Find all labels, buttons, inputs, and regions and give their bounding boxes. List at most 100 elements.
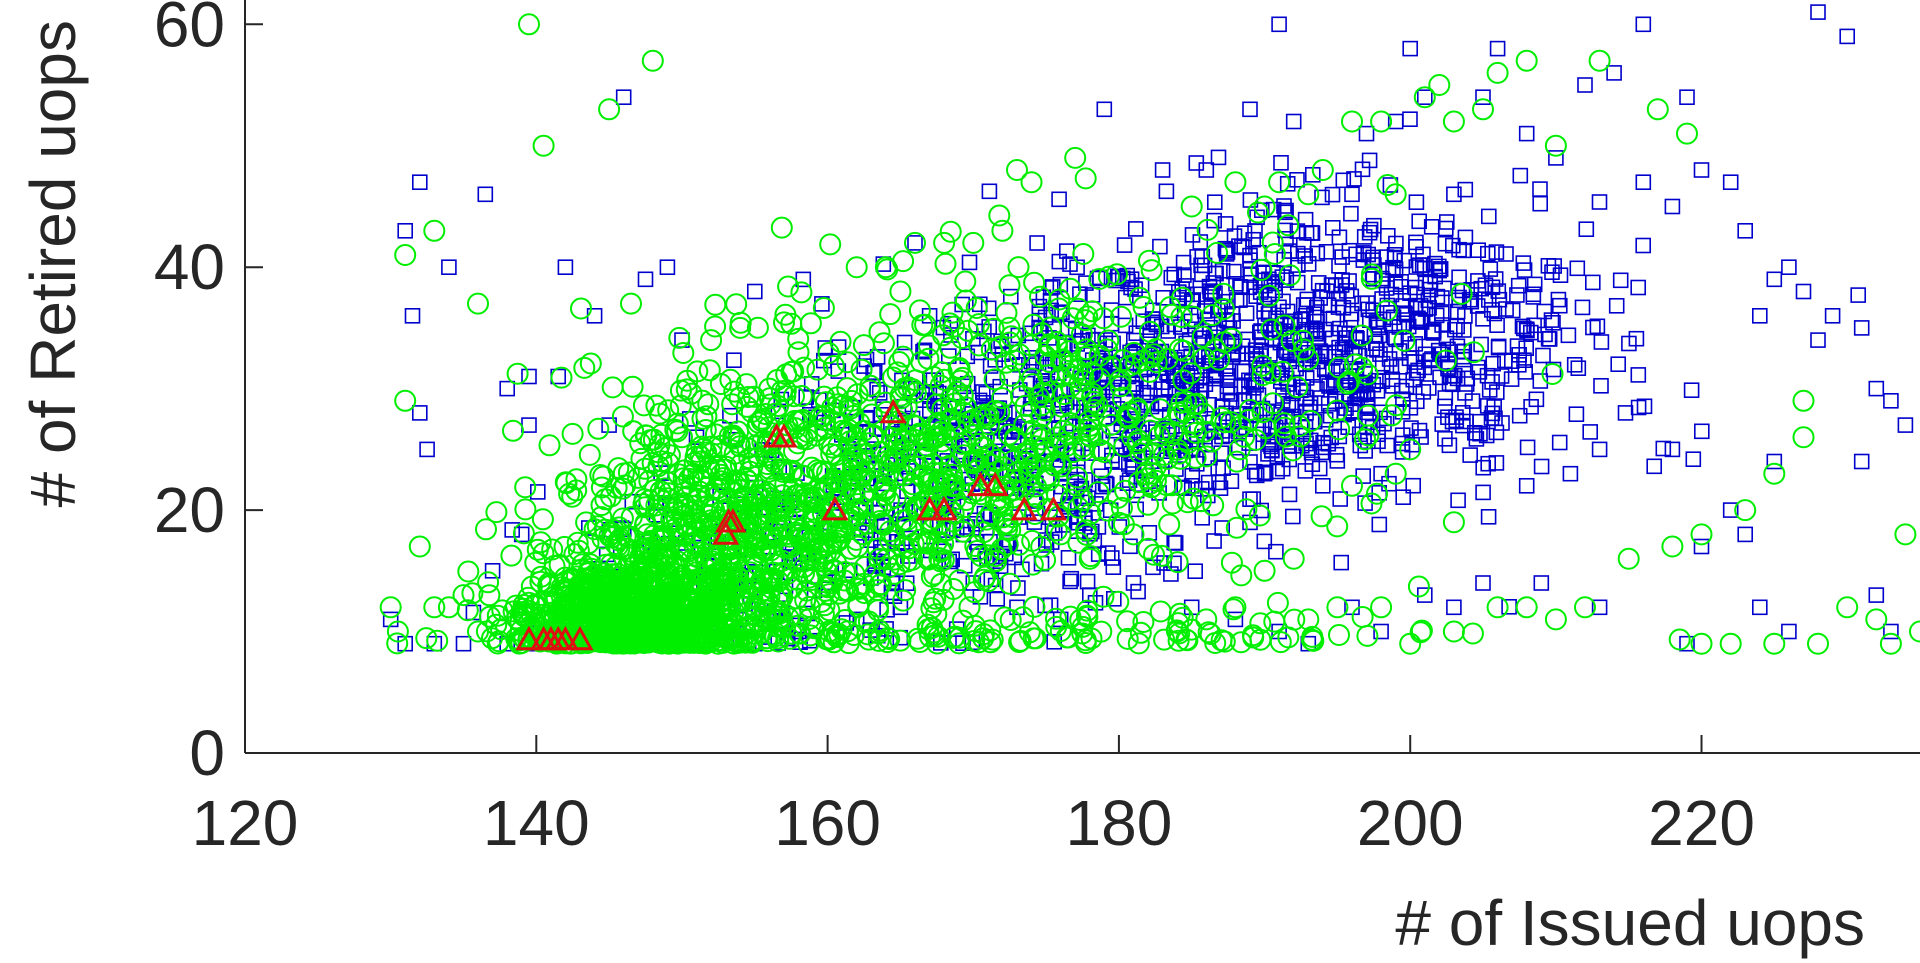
data-point-square-series-1 bbox=[1447, 321, 1463, 338]
data-point-circle-series-2 bbox=[806, 358, 829, 381]
data-point-square-series-1 bbox=[1432, 261, 1449, 277]
data-point-square-series-1 bbox=[1358, 125, 1375, 142]
data-point-square-series-1 bbox=[1853, 320, 1870, 336]
data-point-circle-series-2 bbox=[590, 494, 613, 517]
data-point-circle-series-2 bbox=[1617, 547, 1640, 570]
data-point-circle-series-2 bbox=[1053, 383, 1076, 406]
data-point-circle-series-2 bbox=[983, 368, 1006, 391]
data-point-circle-series-2 bbox=[845, 528, 868, 551]
data-point-square-series-1 bbox=[1152, 238, 1168, 255]
data-point-square-series-1 bbox=[419, 441, 435, 458]
data-point-circle-series-2 bbox=[1143, 543, 1165, 566]
data-point-square-series-1 bbox=[1518, 321, 1535, 338]
data-point-square-series-1 bbox=[1325, 364, 1341, 380]
data-point-circle-series-2 bbox=[1176, 491, 1199, 514]
data-point-circle-series-2 bbox=[671, 426, 693, 449]
data-point-square-series-1 bbox=[1226, 263, 1242, 280]
data-point-triangle-series-3 bbox=[770, 423, 798, 448]
data-point-circle-series-2 bbox=[1180, 195, 1203, 218]
data-point-circle-series-2 bbox=[1067, 531, 1090, 554]
data-point-circle-series-2 bbox=[892, 345, 915, 368]
data-point-circle-series-2 bbox=[964, 535, 987, 557]
data-point-square-series-1 bbox=[455, 635, 472, 652]
data-point-circle-series-2 bbox=[1399, 438, 1422, 461]
data-point-square-series-1 bbox=[1487, 410, 1503, 427]
data-point-circle-series-2 bbox=[612, 477, 635, 500]
data-point-square-series-1 bbox=[1481, 382, 1498, 398]
data-point-circle-series-2 bbox=[1181, 305, 1204, 328]
data-point-square-series-1 bbox=[722, 407, 738, 424]
data-point-circle-series-2 bbox=[818, 620, 841, 643]
data-point-square-series-1 bbox=[892, 599, 909, 616]
data-point-square-series-1 bbox=[981, 183, 998, 200]
data-point-square-series-1 bbox=[1488, 244, 1505, 260]
data-point-square-series-1 bbox=[1630, 279, 1646, 296]
data-point-circle-series-2 bbox=[893, 430, 916, 453]
data-point-square-series-1 bbox=[1510, 277, 1527, 294]
data-point-circle-series-2 bbox=[1055, 435, 1078, 457]
data-point-circle-series-2 bbox=[1142, 343, 1165, 366]
data-point-square-series-1 bbox=[1223, 473, 1240, 490]
data-point-square-series-1 bbox=[1693, 162, 1710, 178]
data-point-square-series-1 bbox=[1214, 399, 1230, 416]
data-point-circle-series-2 bbox=[808, 461, 831, 484]
data-point-circle-series-2 bbox=[684, 579, 707, 602]
data-point-circle-series-2 bbox=[954, 289, 977, 312]
data-point-circle-series-2 bbox=[705, 553, 728, 576]
data-point-circle-series-2 bbox=[756, 430, 779, 453]
data-point-square-series-1 bbox=[1060, 549, 1077, 566]
data-point-square-series-1 bbox=[1104, 550, 1120, 566]
data-point-circle-series-2 bbox=[1116, 610, 1139, 633]
data-point-circle-series-2 bbox=[1138, 360, 1161, 383]
data-point-circle-series-2 bbox=[967, 448, 990, 471]
data-point-circle-series-2 bbox=[1393, 329, 1416, 352]
data-point-square-series-1 bbox=[1411, 213, 1427, 230]
data-point-circle-series-2 bbox=[1384, 462, 1407, 485]
data-point-circle-series-2 bbox=[991, 387, 1014, 410]
data-point-circle-series-2 bbox=[852, 334, 875, 357]
data-point-square-series-1 bbox=[1227, 611, 1244, 628]
data-point-circle-series-2 bbox=[655, 631, 678, 653]
data-point-square-series-1 bbox=[1752, 599, 1768, 616]
data-point-circle-series-2 bbox=[981, 628, 1004, 651]
data-point-square-series-1 bbox=[1410, 362, 1426, 379]
data-point-circle-series-2 bbox=[1428, 74, 1451, 96]
data-point-circle-series-2 bbox=[531, 508, 554, 531]
data-point-square-series-1 bbox=[1482, 261, 1499, 277]
data-point-square-series-1 bbox=[1394, 403, 1411, 420]
data-point-circle-series-2 bbox=[789, 409, 811, 432]
data-point-circle-series-2 bbox=[828, 582, 851, 605]
data-point-circle-series-2 bbox=[932, 588, 955, 611]
data-point-circle-series-2 bbox=[704, 455, 727, 478]
data-point-square-series-1 bbox=[1446, 599, 1462, 616]
data-point-circle-series-2 bbox=[973, 427, 996, 450]
data-point-square-series-1 bbox=[1423, 219, 1440, 235]
data-point-square-series-1 bbox=[1664, 441, 1681, 458]
data-point-circle-series-2 bbox=[1027, 386, 1050, 409]
data-point-square-series-1 bbox=[907, 235, 923, 251]
data-point-square-series-1 bbox=[980, 300, 997, 317]
data-point-circle-series-2 bbox=[777, 607, 800, 630]
data-point-circle-series-2 bbox=[1007, 256, 1030, 279]
data-point-square-series-1 bbox=[1365, 302, 1381, 319]
data-point-circle-series-2 bbox=[1836, 596, 1859, 619]
data-point-circle-series-2 bbox=[1676, 122, 1698, 145]
data-point-circle-series-2 bbox=[1237, 409, 1260, 431]
data-point-square-series-1 bbox=[1635, 237, 1651, 254]
data-point-circle-series-2 bbox=[1092, 585, 1115, 608]
data-point-circle-series-2 bbox=[700, 329, 723, 352]
data-point-circle-series-2 bbox=[826, 516, 849, 538]
data-point-circle-series-2 bbox=[701, 591, 724, 614]
data-point-circle-series-2 bbox=[1064, 146, 1087, 169]
data-point-square-series-1 bbox=[1114, 270, 1131, 287]
data-point-circle-series-2 bbox=[772, 562, 794, 585]
data-point-circle-series-2 bbox=[715, 569, 738, 592]
data-point-circle-series-2 bbox=[1078, 547, 1101, 570]
data-point-square-series-1 bbox=[1277, 222, 1293, 239]
data-point-square-series-1 bbox=[1273, 155, 1289, 171]
data-point-square-series-1 bbox=[1737, 223, 1753, 239]
data-point-square-series-1 bbox=[1548, 150, 1564, 166]
data-point-circle-series-2 bbox=[1574, 596, 1596, 619]
data-point-square-series-1 bbox=[1484, 302, 1500, 318]
